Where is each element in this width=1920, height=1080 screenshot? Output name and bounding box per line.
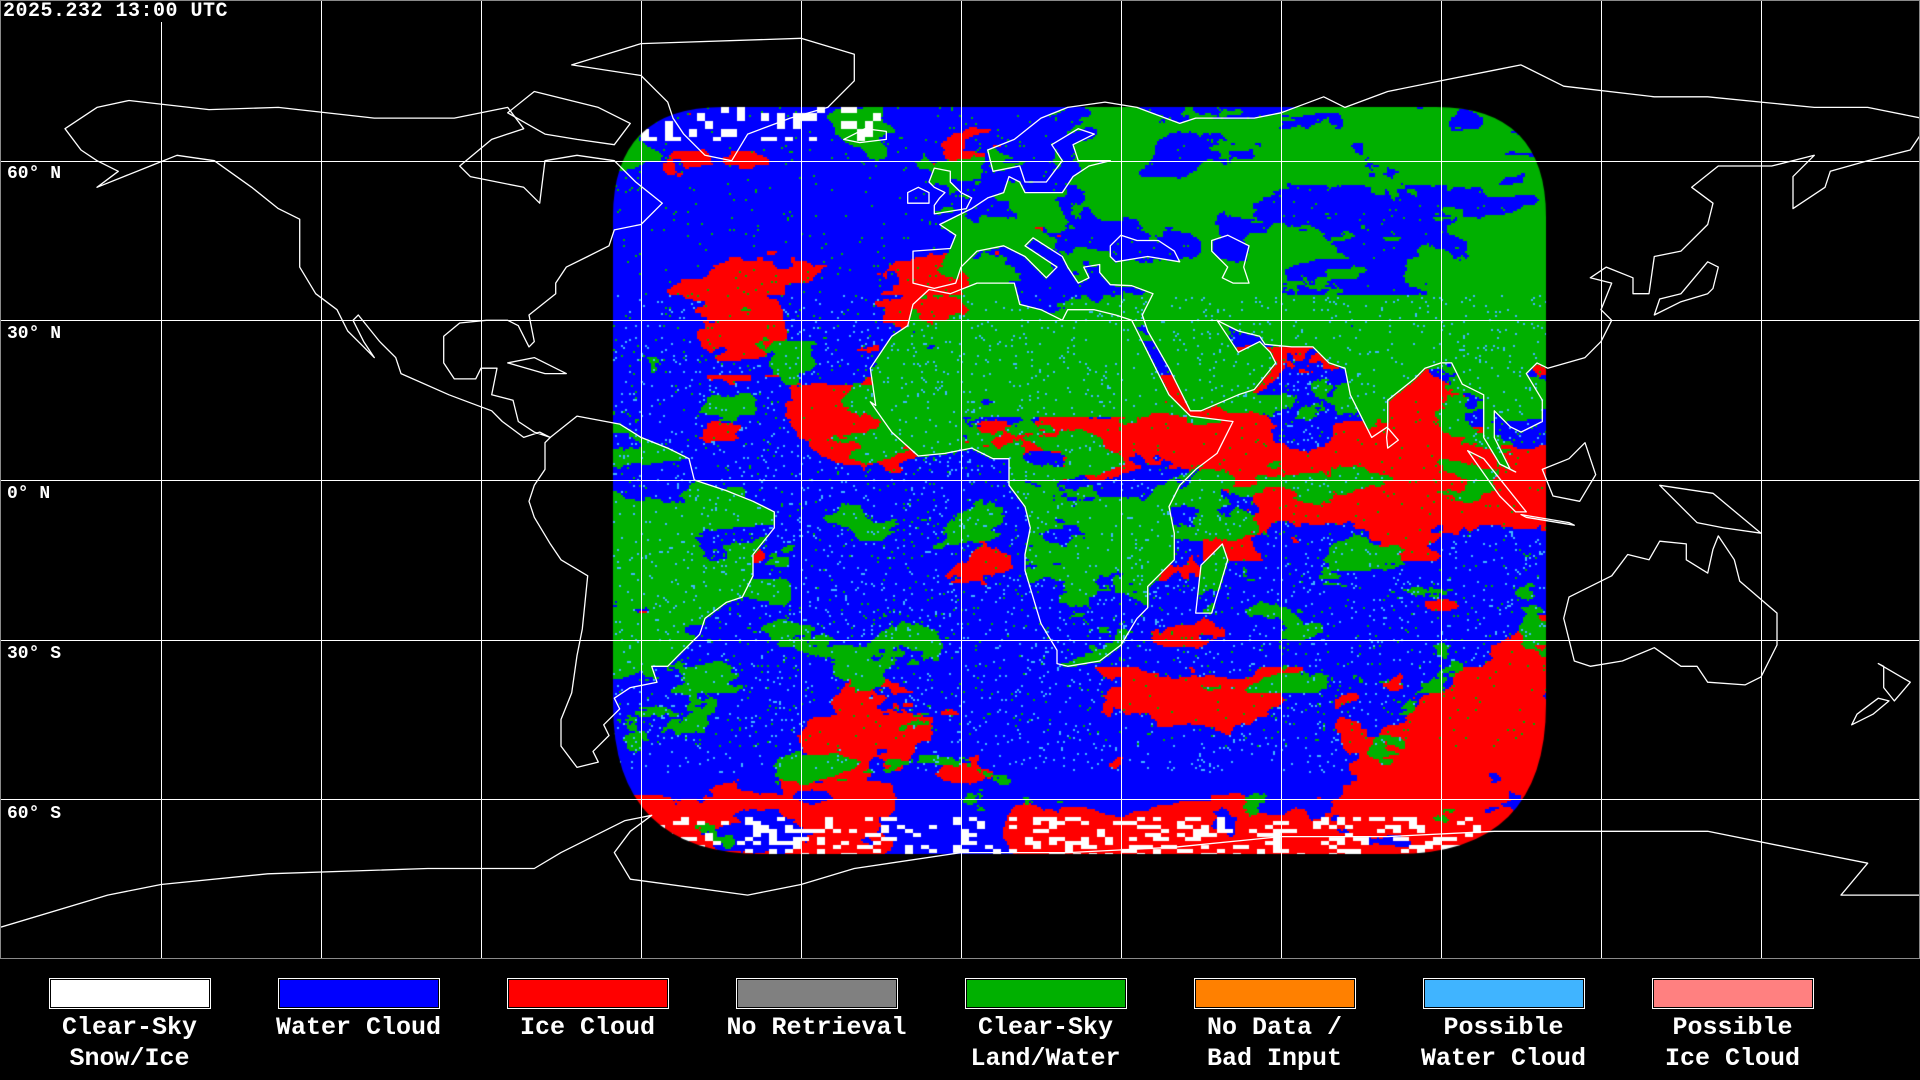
coastlines (1, 37, 1919, 928)
coastline-cuba (507, 356, 567, 375)
timestamp-title: 2025.232 13:00 UTC (3, 1, 233, 22)
coastline-baffin (507, 90, 631, 146)
coastline-caspian (1211, 234, 1250, 284)
coastline-australia (1563, 535, 1778, 686)
lat-label-60s: 60° S (7, 804, 62, 824)
legend-item-possible-ice-cloud: Possible Ice Cloud (1618, 978, 1847, 1074)
legend-item-no-data-bad-input: No Data / Bad Input (1160, 978, 1389, 1074)
coastline-nzn (1877, 662, 1911, 702)
coastline-iceland (843, 128, 887, 144)
legend-label: Ice Cloud (519, 1013, 656, 1042)
coastline-newguinea (1659, 484, 1762, 534)
legend-label: No Data / Bad Input (1206, 1013, 1343, 1073)
coastline-eurasia (912, 64, 1919, 473)
lat-label-30n: 30° N (7, 324, 62, 344)
coastline-northamerica (64, 99, 663, 439)
lat-label-60n: 60° N (7, 164, 62, 184)
lat-label-equator: 0° N (7, 484, 51, 504)
legend-label: Clear-Sky Land/Water (970, 1013, 1121, 1073)
cloud-phase-map: 2025.232 13:00 UTC 60° N 30° N 0° N 30° … (0, 0, 1920, 959)
legend-swatch (48, 978, 211, 1009)
legend-label: Possible Water Cloud (1420, 1013, 1587, 1073)
coastline-blacksea (1109, 234, 1181, 263)
legend-swatch (735, 978, 898, 1009)
lat-label-30s: 30° S (7, 644, 62, 664)
coastline-madagascar (1195, 543, 1229, 614)
legend-item-water-cloud: Water Cloud (244, 978, 473, 1043)
legend-swatch (1651, 978, 1814, 1009)
coastline-southamerica (528, 415, 775, 769)
coastline-ireland (907, 186, 930, 204)
map-overlay (1, 1, 1919, 958)
legend-swatch (1193, 978, 1356, 1009)
coastline-britain (928, 167, 973, 215)
cloud-phase-imagery (1, 1, 1919, 958)
legend-swatch (506, 978, 669, 1009)
coastline-srilanka (1385, 427, 1399, 449)
legend-label: Water Cloud (275, 1013, 442, 1042)
coastline-borneo (1541, 442, 1597, 502)
coastline-greenland (571, 37, 855, 162)
legend-item-ice-cloud: Ice Cloud (473, 978, 702, 1043)
coastline-antarctica (1, 814, 1919, 928)
legend-label: Clear-Sky Snow/Ice (61, 1013, 198, 1073)
coastline-nzs (1851, 697, 1890, 726)
legend-swatch (277, 978, 440, 1009)
legend-item-clear-sky-snow-ice: Clear-Sky Snow/Ice (15, 978, 244, 1074)
legend-item-clear-sky-land-water: Clear-Sky Land/Water (931, 978, 1160, 1074)
legend-item-no-retrieval: No Retrieval (702, 978, 931, 1043)
coastline-java (1520, 513, 1575, 526)
legend: Clear-Sky Snow/Ice Water Cloud Ice Cloud… (0, 959, 1920, 1080)
legend-label: Possible Ice Cloud (1664, 1013, 1801, 1073)
coastline-africa (869, 282, 1234, 667)
lat-lon-grid (1, 1, 1919, 958)
coastline-sumatra (1467, 450, 1527, 513)
legend-swatch (964, 978, 1127, 1009)
legend-item-possible-water-cloud: Possible Water Cloud (1389, 978, 1618, 1074)
coastline-japan (1653, 261, 1719, 316)
legend-label: No Retrieval (726, 1013, 907, 1042)
legend-swatch (1422, 978, 1585, 1009)
